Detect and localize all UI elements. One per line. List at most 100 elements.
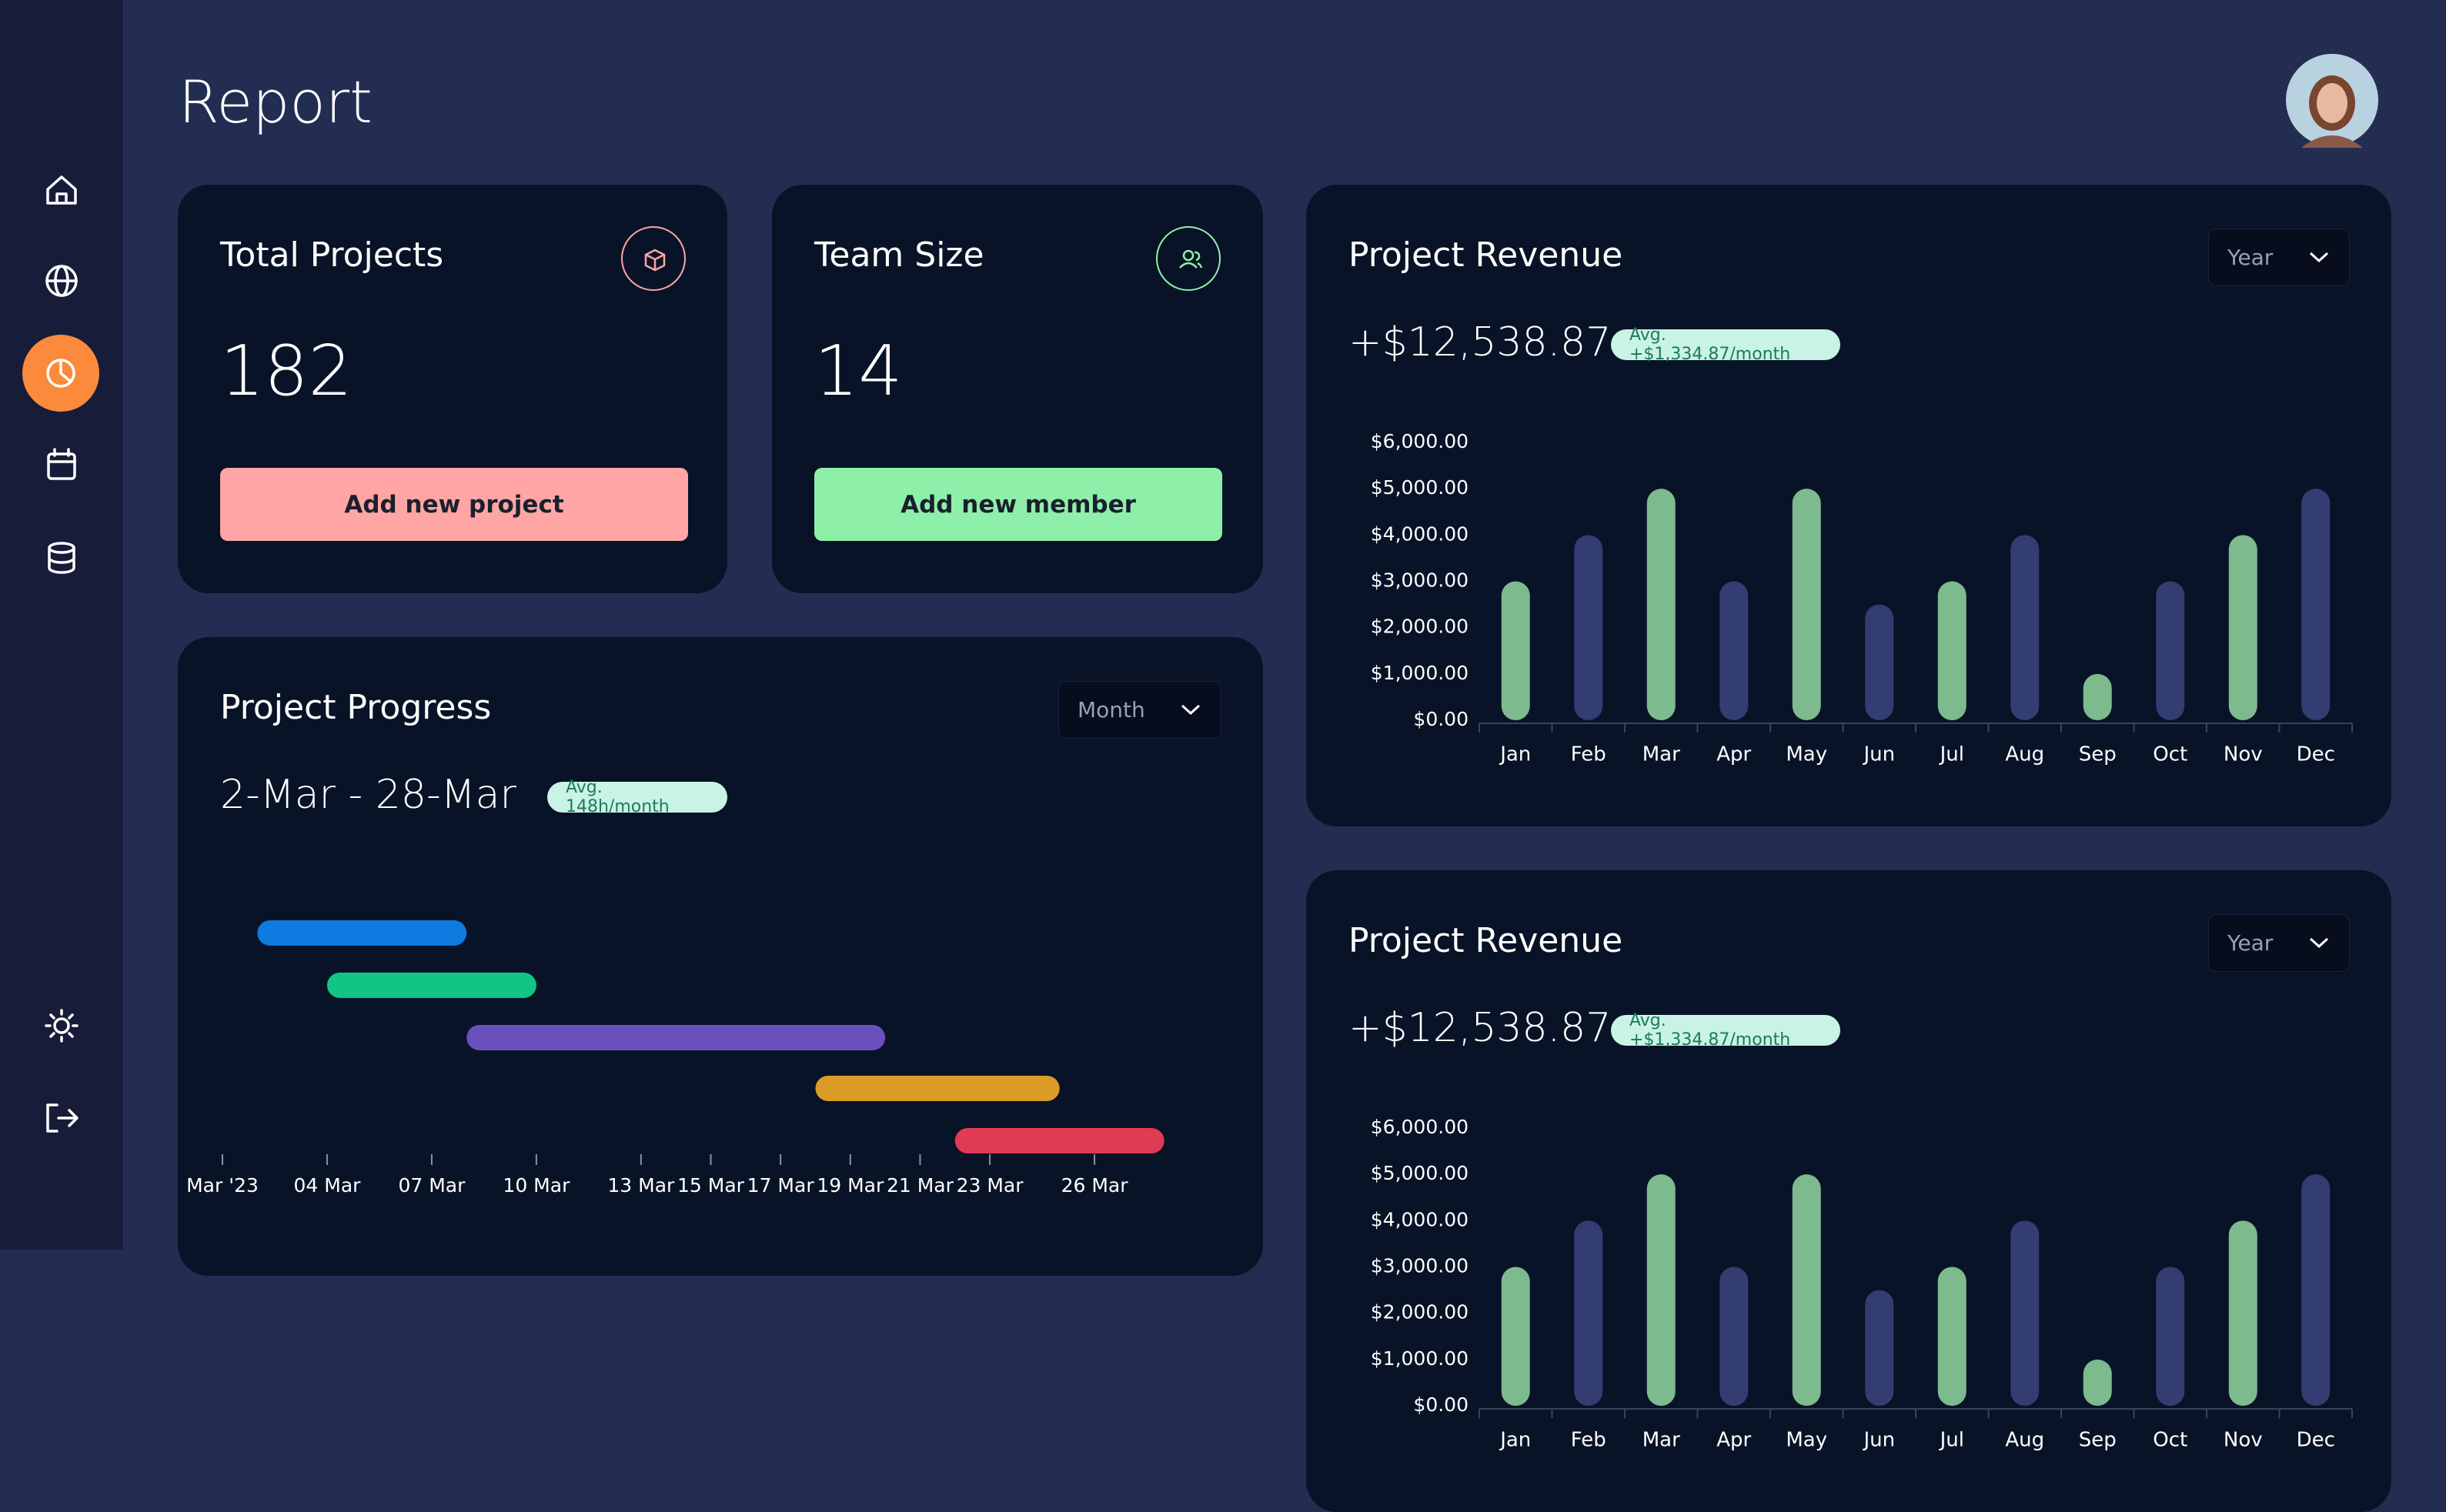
- y-tick-label: $4,000.00: [1371, 522, 1469, 545]
- bar: [1719, 1267, 1749, 1406]
- x-tick-label: 23 Mar: [957, 1174, 1024, 1197]
- y-tick-label: $1,000.00: [1371, 662, 1469, 684]
- chart-headline: +$12,538.87: [1348, 1005, 1612, 1051]
- x-tick-label: 07 Mar: [398, 1174, 466, 1197]
- bar: [2010, 1220, 2040, 1406]
- y-tick-label: $6,000.00: [1371, 1116, 1469, 1138]
- x-tick-label: May: [1786, 743, 1827, 766]
- bar: [1792, 1174, 1821, 1406]
- add-project-button[interactable]: Add new project: [220, 468, 688, 541]
- x-tick-label: Oct: [2153, 743, 2187, 766]
- bar: [1937, 581, 1966, 720]
- y-tick-label: $2,000.00: [1371, 616, 1469, 638]
- bar: [1646, 1174, 1676, 1406]
- card-title: Total Projects: [220, 235, 444, 275]
- globe-icon[interactable]: [45, 265, 78, 297]
- y-tick-label: $4,000.00: [1371, 1208, 1469, 1230]
- total-projects-card: Total Projects 182 Add new project: [178, 185, 727, 593]
- y-tick-label: $3,000.00: [1371, 1255, 1469, 1277]
- revenue-card: Project Revenue Year +$12,538.87 Avg. +$…: [1306, 185, 2391, 826]
- database-icon[interactable]: [48, 542, 75, 574]
- period-dropdown[interactable]: Year: [2208, 914, 2350, 972]
- bar: [1937, 1267, 1966, 1406]
- chart: $0.00 $1,000.00 $2,000.00 $3,000.00 $4,000.0…: [1371, 430, 2353, 766]
- gantt-bar: [954, 1128, 1165, 1153]
- bar: [1646, 489, 1676, 720]
- x-tick-label: Mar: [1642, 1429, 1680, 1452]
- x-tick-label: Nov: [2224, 743, 2263, 766]
- x-tick-label: 21 Mar: [887, 1174, 954, 1197]
- bar: [2083, 1359, 2112, 1406]
- x-tick-label: Sep: [2079, 1429, 2117, 1452]
- period-dropdown[interactable]: Year: [2208, 229, 2350, 286]
- x-tick-label: Dec: [2297, 1429, 2335, 1452]
- chart-badge: Avg. 148h/month: [547, 778, 727, 816]
- project-progress-card: Project Progress Month 2-Mar - 28-Mar Av…: [178, 637, 1263, 1276]
- dropdown-label: Year: [2227, 245, 2274, 270]
- x-tick-label: 13 Mar: [607, 1174, 675, 1197]
- period-dropdown[interactable]: Month: [1058, 681, 1221, 739]
- x-tick-label: Jul: [1939, 743, 1964, 766]
- chart-headline: +$12,538.87: [1348, 319, 1612, 365]
- bar: [2156, 1267, 2185, 1406]
- card-title: Team Size: [814, 235, 984, 275]
- y-tick-label: $5,000.00: [1371, 1162, 1469, 1184]
- x-tick-label: 26 Mar: [1061, 1174, 1129, 1197]
- y-tick-label: $3,000.00: [1371, 569, 1469, 592]
- x-tick-label: Mar '23: [186, 1174, 259, 1197]
- chart: $0.00 $1,000.00 $2,000.00 $3,000.00 $4,000.0…: [1371, 1116, 2353, 1452]
- bar: [2010, 535, 2040, 720]
- sidebar: [0, 0, 123, 1250]
- bar: [1501, 1267, 1530, 1406]
- x-tick-label: Aug: [2005, 1429, 2044, 1452]
- card-value: 182: [220, 331, 353, 412]
- page-title: Report: [179, 68, 373, 136]
- gantt-bar: [326, 973, 536, 998]
- y-tick-label: $1,000.00: [1371, 1347, 1469, 1370]
- y-tick-label: $6,000.00: [1371, 430, 1469, 452]
- add-member-button[interactable]: Add new member: [814, 468, 1222, 541]
- x-tick-label: May: [1786, 1429, 1827, 1452]
- x-tick-label: Sep: [2079, 743, 2117, 766]
- y-tick-label: $5,000.00: [1371, 476, 1469, 499]
- chart: Mar '23 04 Mar 07 Mar 10 Mar 13 Mar 15 Mar 17 …: [186, 920, 1165, 1197]
- x-tick-label: Dec: [2297, 743, 2335, 766]
- x-tick-label: Feb: [1571, 743, 1606, 766]
- card-icon: [621, 226, 686, 291]
- home-icon[interactable]: [46, 175, 77, 205]
- gantt-bar: [257, 920, 467, 946]
- theme-icon[interactable]: [45, 1009, 79, 1043]
- x-tick-label: Jan: [1499, 743, 1531, 766]
- x-tick-label: Nov: [2224, 1429, 2263, 1452]
- x-tick-label: 04 Mar: [293, 1174, 361, 1197]
- bar: [1501, 581, 1530, 720]
- y-tick-label: $0.00: [1413, 708, 1469, 730]
- x-tick-label: Oct: [2153, 1429, 2187, 1452]
- dashboard: Report Total Projects 182 Add new projec…: [0, 0, 2391, 1512]
- x-tick-label: Feb: [1571, 1429, 1606, 1452]
- x-tick-label: Jun: [1862, 743, 1895, 766]
- bar: [2228, 1220, 2257, 1406]
- bar: [2156, 581, 2185, 720]
- chart-title: Project Progress: [220, 688, 492, 727]
- x-tick-label: Jun: [1862, 1429, 1895, 1452]
- avatar[interactable]: [2284, 52, 2380, 148]
- dropdown-label: Year: [2227, 930, 2274, 956]
- bar: [1574, 1220, 1603, 1406]
- calendar-icon[interactable]: [47, 448, 76, 480]
- bar: [2301, 489, 2331, 720]
- bar: [1865, 604, 1894, 720]
- chart-icon: [46, 359, 75, 388]
- card-icon: [1156, 226, 1221, 291]
- chart-badge: Avg. +$1,334.87/month: [1611, 325, 1840, 364]
- bar: [2228, 535, 2257, 720]
- dropdown-label: Month: [1078, 697, 1145, 723]
- gantt-bar: [466, 1025, 886, 1050]
- x-tick-label: Apr: [1716, 743, 1751, 766]
- bar: [2301, 1174, 2331, 1406]
- bar: [2083, 673, 2112, 720]
- nav-icons: [22, 175, 99, 1133]
- logout-icon[interactable]: [46, 1103, 79, 1133]
- x-tick-label: 10 Mar: [503, 1174, 570, 1197]
- team-size-card: Team Size 14 Add new member: [772, 185, 1263, 593]
